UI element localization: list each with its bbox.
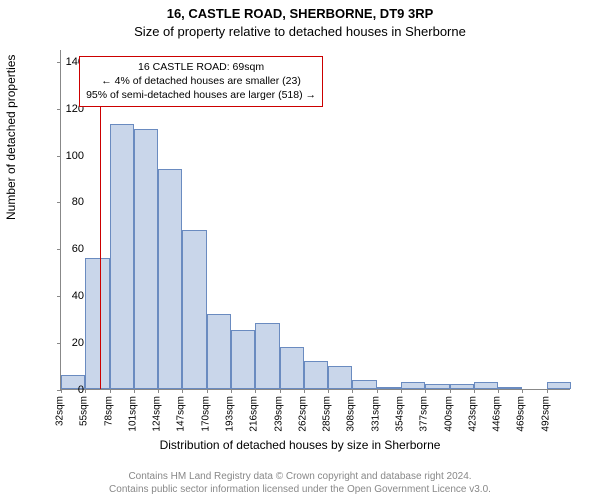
footer-line2: Contains public sector information licen… bbox=[0, 483, 600, 496]
y-axis-label: Number of detached properties bbox=[4, 55, 18, 220]
xtick-mark bbox=[401, 389, 402, 393]
histogram-bar bbox=[255, 323, 279, 389]
xtick-label: 78sqm bbox=[103, 396, 114, 426]
xtick-label: 492sqm bbox=[540, 396, 551, 432]
xtick-mark bbox=[182, 389, 183, 393]
xtick-mark bbox=[547, 389, 548, 393]
xtick-mark bbox=[474, 389, 475, 393]
xtick-mark bbox=[450, 389, 451, 393]
xtick-mark bbox=[328, 389, 329, 393]
histogram-bar bbox=[304, 361, 328, 389]
annotation-box: 16 CASTLE ROAD: 69sqm← 4% of detached ho… bbox=[79, 56, 323, 107]
xtick-mark bbox=[255, 389, 256, 393]
xtick-label: 308sqm bbox=[346, 396, 357, 432]
histogram-bar bbox=[110, 124, 134, 389]
annotation-line2: ← 4% of detached houses are smaller (23) bbox=[86, 74, 316, 88]
xtick-label: 101sqm bbox=[127, 396, 138, 432]
xtick-label: 147sqm bbox=[176, 396, 187, 432]
xtick-mark bbox=[425, 389, 426, 393]
xtick-label: 239sqm bbox=[273, 396, 284, 432]
histogram-bar bbox=[377, 387, 401, 389]
ytick-label: 20 bbox=[56, 337, 84, 349]
xtick-mark bbox=[304, 389, 305, 393]
histogram-bar bbox=[280, 347, 304, 389]
xtick-mark bbox=[377, 389, 378, 393]
histogram-bar bbox=[328, 366, 352, 389]
xtick-label: 216sqm bbox=[249, 396, 260, 432]
xtick-label: 377sqm bbox=[419, 396, 430, 432]
xtick-mark bbox=[110, 389, 111, 393]
histogram-bar bbox=[425, 384, 449, 389]
histogram-bar bbox=[134, 129, 158, 389]
histogram-bar bbox=[498, 387, 522, 389]
ytick-label: 100 bbox=[56, 150, 84, 162]
xtick-label: 170sqm bbox=[200, 396, 211, 432]
xtick-label: 193sqm bbox=[225, 396, 236, 432]
reference-line bbox=[100, 73, 101, 389]
xtick-label: 331sqm bbox=[370, 396, 381, 432]
histogram-bar bbox=[401, 382, 425, 389]
histogram-bar bbox=[450, 384, 474, 389]
xtick-label: 285sqm bbox=[322, 396, 333, 432]
title-main: 16, CASTLE ROAD, SHERBORNE, DT9 3RP bbox=[0, 6, 600, 21]
x-axis-label: Distribution of detached houses by size … bbox=[0, 438, 600, 452]
ytick-label: 80 bbox=[56, 196, 84, 208]
histogram-bar bbox=[547, 382, 571, 389]
xtick-mark bbox=[280, 389, 281, 393]
histogram-bar bbox=[352, 380, 376, 389]
xtick-mark bbox=[231, 389, 232, 393]
histogram-bar bbox=[85, 258, 109, 389]
histogram-bar bbox=[182, 230, 206, 389]
xtick-label: 400sqm bbox=[443, 396, 454, 432]
ytick-label: 40 bbox=[56, 290, 84, 302]
histogram-bar bbox=[207, 314, 231, 389]
xtick-mark bbox=[522, 389, 523, 393]
xtick-label: 262sqm bbox=[297, 396, 308, 432]
ytick-label: 0 bbox=[56, 384, 84, 396]
xtick-label: 469sqm bbox=[516, 396, 527, 432]
title-sub: Size of property relative to detached ho… bbox=[0, 24, 600, 39]
chart-container: 16, CASTLE ROAD, SHERBORNE, DT9 3RP Size… bbox=[0, 0, 600, 500]
histogram-bar bbox=[474, 382, 498, 389]
xtick-label: 32sqm bbox=[55, 396, 66, 426]
footer-line1: Contains HM Land Registry data © Crown c… bbox=[0, 470, 600, 483]
xtick-label: 55sqm bbox=[79, 396, 90, 426]
xtick-label: 354sqm bbox=[395, 396, 406, 432]
footer-attribution: Contains HM Land Registry data © Crown c… bbox=[0, 470, 600, 496]
xtick-mark bbox=[158, 389, 159, 393]
annotation-line3: 95% of semi-detached houses are larger (… bbox=[86, 88, 316, 102]
annotation-line1: 16 CASTLE ROAD: 69sqm bbox=[86, 60, 316, 74]
histogram-bar bbox=[158, 169, 182, 389]
xtick-label: 446sqm bbox=[492, 396, 503, 432]
xtick-label: 124sqm bbox=[152, 396, 163, 432]
histogram-bar bbox=[231, 330, 255, 389]
xtick-mark bbox=[498, 389, 499, 393]
ytick-label: 60 bbox=[56, 243, 84, 255]
xtick-mark bbox=[352, 389, 353, 393]
xtick-mark bbox=[85, 389, 86, 393]
xtick-mark bbox=[207, 389, 208, 393]
xtick-label: 423sqm bbox=[467, 396, 478, 432]
xtick-mark bbox=[134, 389, 135, 393]
